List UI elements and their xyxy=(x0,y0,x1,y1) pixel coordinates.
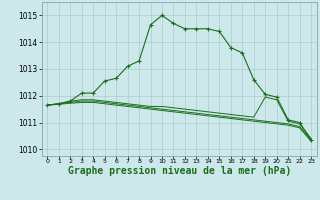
X-axis label: Graphe pression niveau de la mer (hPa): Graphe pression niveau de la mer (hPa) xyxy=(68,166,291,176)
